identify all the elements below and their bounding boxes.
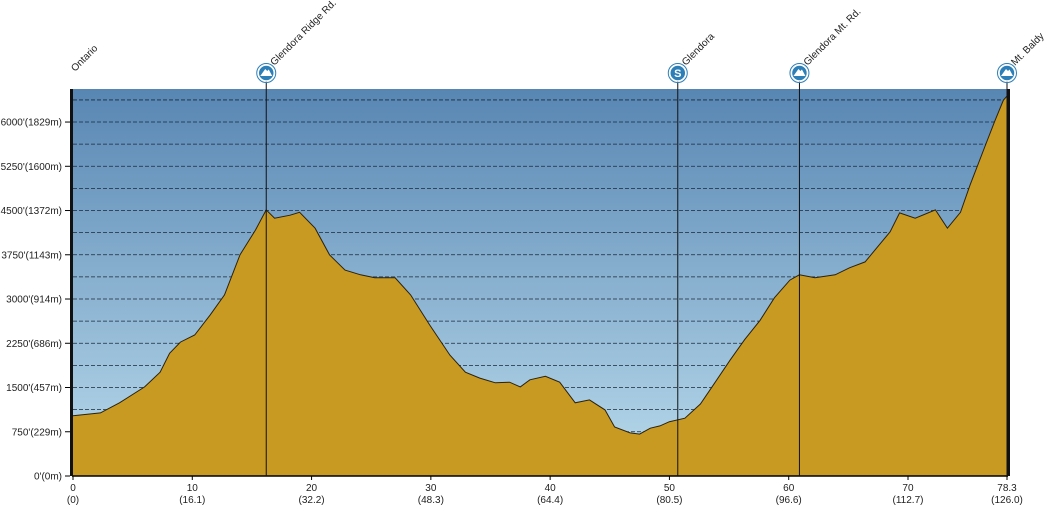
waypoint-label: Mt. Baldy [1009,31,1046,68]
summit-symbol [793,69,806,76]
y-tick-label: 2250'(686m) [6,339,62,350]
y-tick-label: 6000'(1829m) [1,118,62,129]
y-tick-label: 0'(0m) [34,472,62,483]
elevation-area [73,96,1007,476]
right-edge [1007,89,1010,476]
waypoint-icon-ring [256,63,277,83]
summit-symbol [1001,69,1013,76]
x-tick-label: 50 [664,483,676,494]
x-tick-km-label: (32.2) [299,495,325,506]
left-edge [70,89,73,476]
summit-symbol [260,69,273,76]
x-tick-km-label: (80.5) [656,495,682,506]
x-tick-km-label: (16.1) [179,495,205,506]
waypoint-icon-ring [667,63,688,83]
x-tick-km-label: (64.4) [537,495,563,506]
x-tick-label: 60 [783,483,795,494]
elevation-line [72,95,1008,435]
x-tick-label: 0 [70,483,76,494]
y-tick-label: 750'(229m) [12,427,62,438]
x-tick-km-label: (126.0) [991,495,1023,506]
waypoint-icon [669,64,687,82]
y-tick-label: 4500'(1372m) [1,206,62,217]
y-tick-label: 3750'(1143m) [1,250,62,261]
waypoint-label: Glendora Mt. Rd. [802,6,864,68]
y-tick-label: 3000'(914m) [6,295,62,306]
x-tick-label: 20 [306,483,318,494]
x-tick-label: 40 [545,483,557,494]
x-tick-km-label: (0) [67,495,79,506]
x-tick-label: 70 [902,483,914,494]
x-tick-label: 78.3 [997,483,1017,494]
x-tick-km-label: (96.6) [776,495,802,506]
x-tick-label: 10 [187,483,199,494]
waypoint-icon-ring [997,63,1017,83]
waypoint-label: Glendora Ridge Rd. [269,0,339,68]
waypoint-icon-label: S [674,68,681,80]
y-tick-label: 5250'(1600m) [1,162,62,173]
x-tick-label: 30 [425,483,437,494]
waypoint-label: Ontario [69,43,100,74]
y-tick-label: 1500'(457m) [6,383,62,394]
x-tick-km-label: (48.3) [418,495,444,506]
waypoint-icon-ring [789,63,810,83]
waypoint-label: Glendora [680,31,717,68]
x-tick-km-label: (112.7) [893,495,924,506]
